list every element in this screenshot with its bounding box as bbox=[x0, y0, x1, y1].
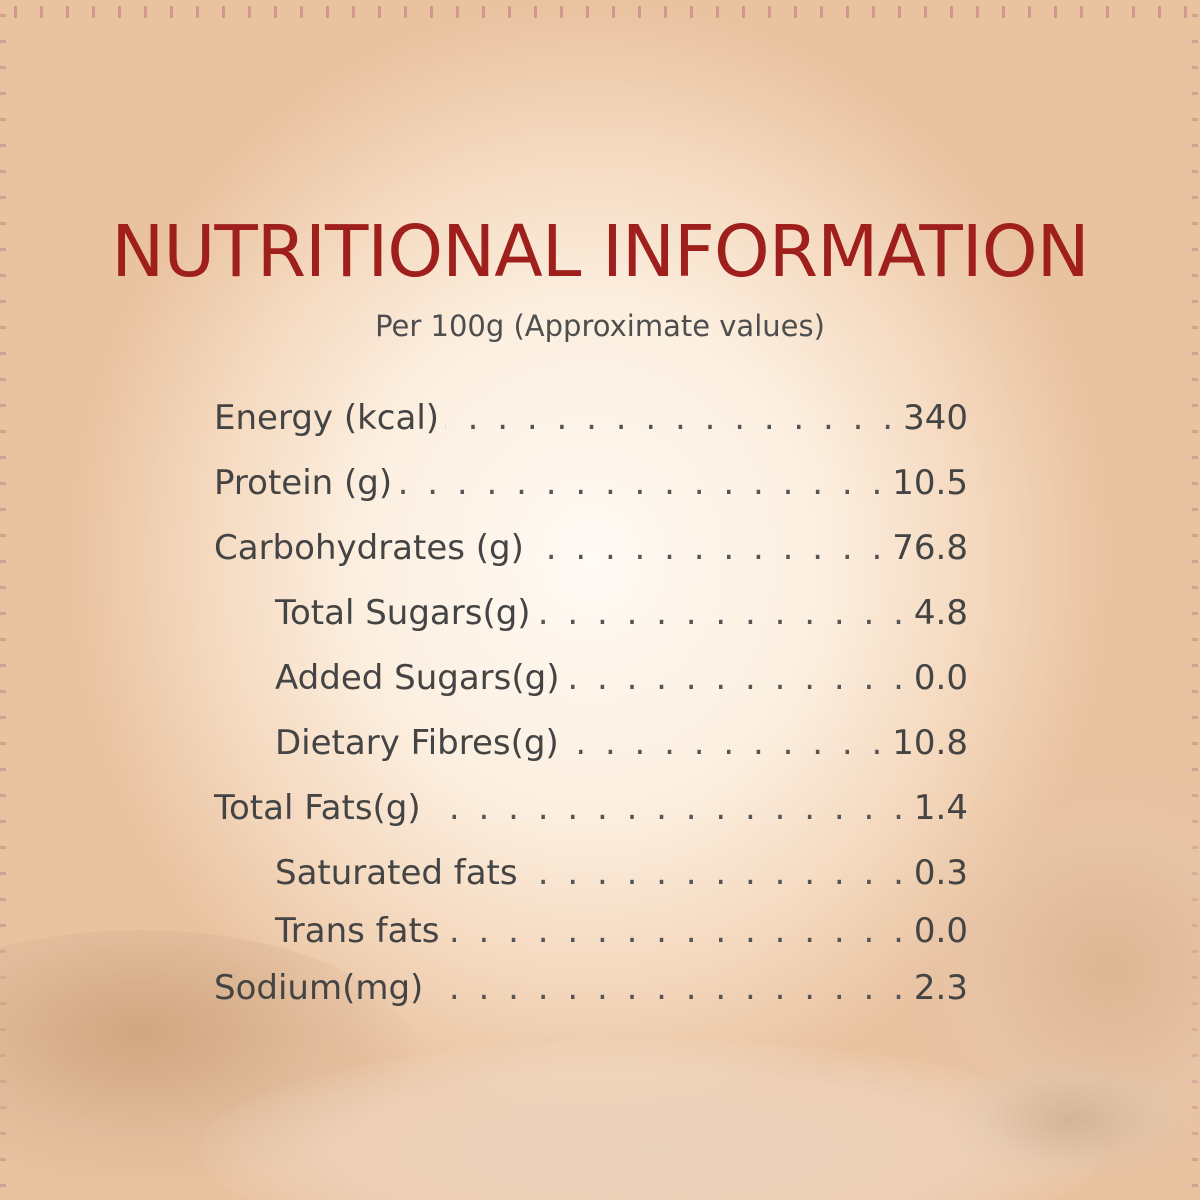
dot-leader bbox=[565, 721, 887, 765]
nutrient-row-trans-fats: Trans fats 0.0 bbox=[275, 909, 968, 953]
nutrient-label: Total Fats(g) bbox=[214, 788, 421, 828]
nutrient-label: Protein (g) bbox=[214, 463, 393, 503]
nutrient-row-energy: Energy (kcal) 340 bbox=[214, 396, 968, 440]
top-stitch-border bbox=[0, 6, 1200, 18]
nutrient-value: 4.8 bbox=[913, 593, 968, 633]
nutrient-value: 10.5 bbox=[892, 463, 968, 503]
nutrient-value: 10.8 bbox=[892, 723, 968, 763]
dot-leader bbox=[530, 526, 886, 570]
page-subtitle: Per 100g (Approximate values) bbox=[375, 309, 825, 343]
nutrient-label: Dietary Fibres(g) bbox=[275, 723, 559, 763]
page-title: NUTRITIONAL INFORMATION bbox=[111, 210, 1089, 293]
dot-leader bbox=[537, 591, 908, 635]
nutrient-row-protein: Protein (g) 10.5 bbox=[214, 461, 968, 505]
nutrient-value: 0.0 bbox=[913, 658, 968, 698]
nutrient-row-saturated-fats: Saturated fats 0.3 bbox=[275, 851, 968, 895]
nutrient-label: Added Sugars(g) bbox=[275, 658, 560, 698]
nutrient-row-dietary-fibres: Dietary Fibres(g) 10.8 bbox=[275, 721, 968, 765]
dot-leader bbox=[524, 851, 908, 895]
grain-pile-image bbox=[950, 1060, 1190, 1180]
left-stitch-border bbox=[0, 0, 6, 1200]
nutrient-label: Saturated fats bbox=[275, 853, 518, 893]
nutrient-label: Energy (kcal) bbox=[214, 398, 440, 438]
dot-leader bbox=[427, 786, 908, 830]
nutrient-row-carbohydrates: Carbohydrates (g) 76.8 bbox=[214, 526, 968, 570]
nutrient-value: 76.8 bbox=[892, 528, 968, 568]
nutrient-row-total-sugars: Total Sugars(g) 4.8 bbox=[275, 591, 968, 635]
dot-leader bbox=[446, 909, 908, 953]
nutrient-label: Carbohydrates (g) bbox=[214, 528, 524, 568]
dot-leader bbox=[429, 966, 908, 1010]
nutrient-label: Trans fats bbox=[275, 911, 440, 951]
nutrient-row-total-fats: Total Fats(g) 1.4 bbox=[214, 786, 968, 830]
right-stitch-border bbox=[1192, 0, 1198, 1200]
nutrient-value: 340 bbox=[903, 398, 968, 438]
nutrient-label: Total Sugars(g) bbox=[275, 593, 531, 633]
dot-leader bbox=[445, 396, 897, 440]
dot-leader bbox=[398, 461, 886, 505]
dot-leader bbox=[565, 656, 907, 700]
nutrient-row-added-sugars: Added Sugars(g) 0.0 bbox=[275, 656, 968, 700]
